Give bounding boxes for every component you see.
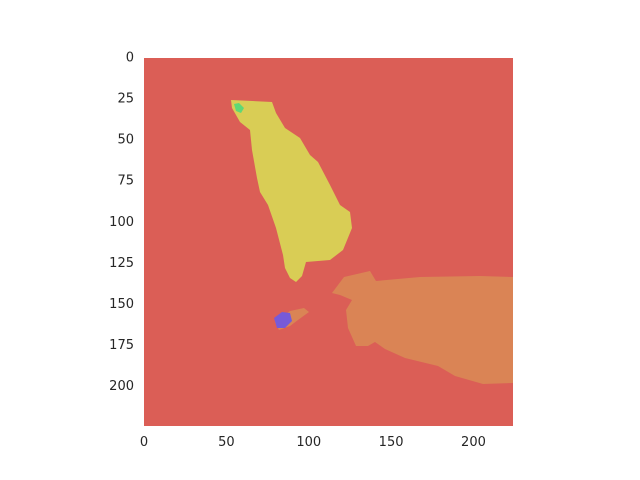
y-tick-label: 0 bbox=[126, 51, 134, 66]
plot-area bbox=[144, 58, 513, 426]
y-tick-label: 100 bbox=[109, 215, 134, 230]
y-tick-label: 25 bbox=[117, 92, 134, 107]
x-tick-label: 50 bbox=[218, 435, 235, 450]
blue-region bbox=[274, 312, 292, 328]
x-tick-label: 200 bbox=[461, 435, 486, 450]
y-axis-ticks: 0 25 50 75 100 125 150 175 200 bbox=[109, 51, 134, 395]
yellow-region bbox=[231, 100, 352, 282]
y-tick-label: 125 bbox=[109, 256, 134, 271]
y-tick-label: 75 bbox=[117, 174, 134, 189]
x-tick-label: 100 bbox=[296, 435, 321, 450]
x-tick-label: 150 bbox=[379, 435, 404, 450]
y-tick-label: 50 bbox=[117, 133, 134, 148]
y-tick-label: 175 bbox=[109, 338, 134, 353]
x-axis-ticks: 0 50 100 150 200 bbox=[140, 435, 486, 450]
green-region bbox=[234, 103, 244, 113]
x-tick-label: 0 bbox=[140, 435, 148, 450]
y-tick-label: 150 bbox=[109, 297, 134, 312]
y-tick-label: 200 bbox=[109, 379, 134, 394]
orange-region bbox=[332, 271, 513, 384]
